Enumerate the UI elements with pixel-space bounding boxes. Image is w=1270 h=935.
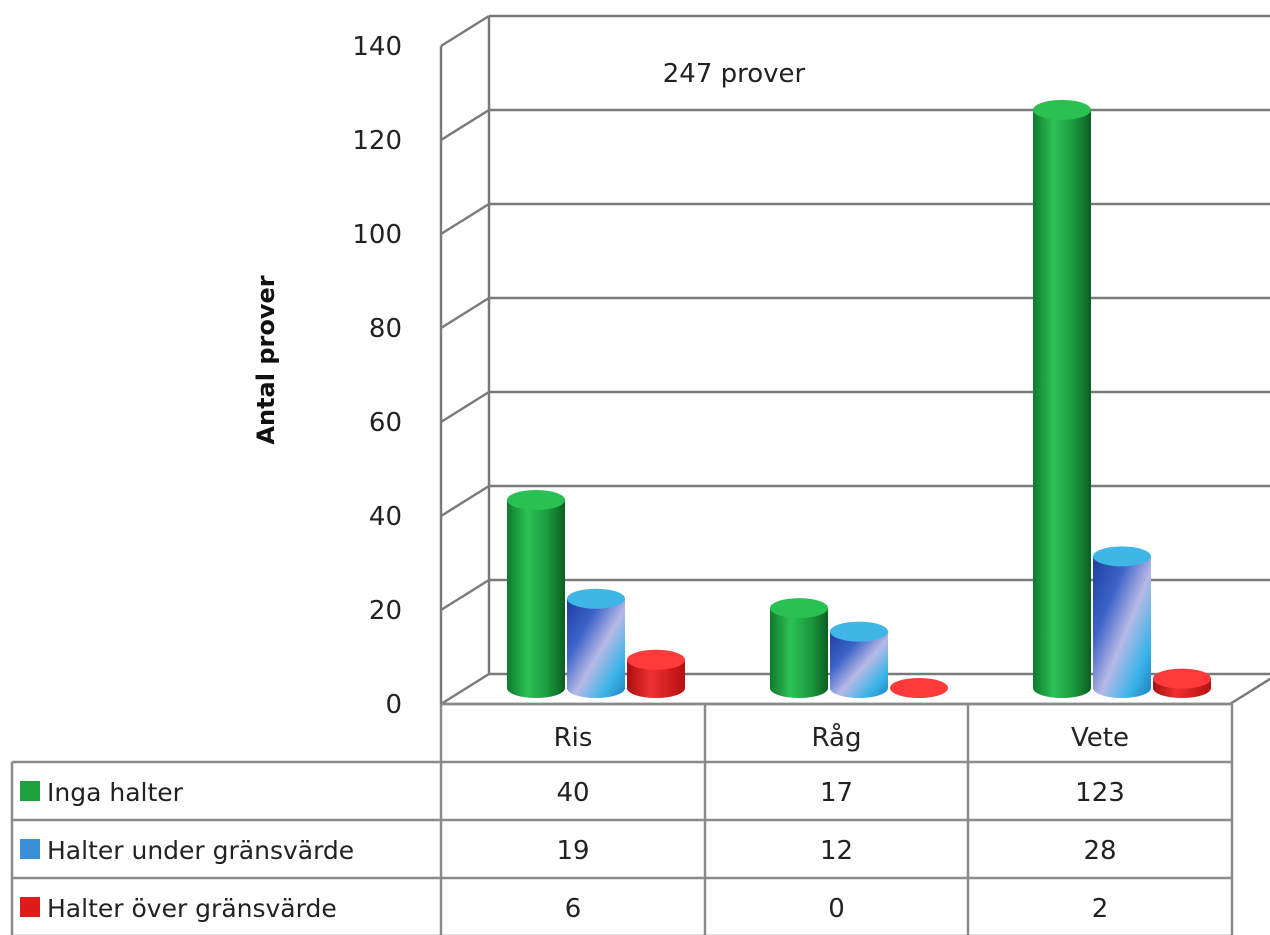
y-tick-label: 120 <box>352 126 402 156</box>
data-label: 12 <box>820 836 853 866</box>
data-label: 28 <box>1083 836 1116 866</box>
gridline-diagonal <box>441 110 489 140</box>
bars <box>507 100 1211 698</box>
data-label: 0 <box>828 894 845 924</box>
chart-annotation: 247 prover <box>663 59 806 89</box>
y-tick-label: 0 <box>385 690 402 720</box>
legend-swatch <box>20 781 40 801</box>
x-tick-label: Råg <box>812 722 862 753</box>
gridline-diagonal <box>441 392 489 422</box>
y-tick-label: 20 <box>369 596 402 626</box>
legend-label: Inga halter <box>47 778 184 807</box>
floor-right-edge <box>1230 674 1270 704</box>
bar-vete-0 <box>1033 100 1091 698</box>
bar-vete-2 <box>1153 669 1211 698</box>
gridline-diagonal <box>441 204 489 234</box>
legend-swatch <box>20 839 40 859</box>
y-tick-label: 80 <box>369 314 402 344</box>
y-axis: 0 20 40 60 80 100 120 140 <box>352 32 402 720</box>
data-label: 2 <box>1092 894 1109 924</box>
bar-ris-1 <box>567 589 625 698</box>
bar-råg-2 <box>890 678 948 698</box>
gridline-diagonal <box>441 486 489 516</box>
gridline-diagonal <box>441 16 489 46</box>
bar-ris-2 <box>627 650 685 698</box>
data-table: Ris Råg Vete Inga halter 40 17 123 Halter under… <box>12 704 1232 935</box>
gridline-diagonal <box>441 580 489 610</box>
x-tick-label: Vete <box>1071 723 1129 753</box>
data-label: 123 <box>1075 778 1125 808</box>
y-tick-label: 140 <box>352 32 402 62</box>
data-label: 19 <box>556 836 589 866</box>
gridline-diagonal <box>441 298 489 328</box>
y-tick-label: 60 <box>369 408 402 438</box>
data-label: 17 <box>820 778 853 808</box>
legend-label: Halter under gränsvärde <box>47 836 354 865</box>
y-axis-label: Antal prover <box>252 275 280 444</box>
bar-råg-0 <box>770 598 828 698</box>
y-tick-label: 40 <box>369 502 402 532</box>
y-tick-label: 100 <box>352 220 402 250</box>
data-label: 40 <box>556 778 589 808</box>
x-tick-label: Ris <box>554 723 593 753</box>
legend-label: Halter över gränsvärde <box>47 894 337 923</box>
data-label: 6 <box>565 894 582 924</box>
legend-swatch <box>20 897 40 917</box>
bar-ris-0 <box>507 490 565 698</box>
bar-råg-1 <box>830 622 888 698</box>
bar-vete-1 <box>1093 546 1151 698</box>
gridline-diagonal <box>441 674 489 704</box>
